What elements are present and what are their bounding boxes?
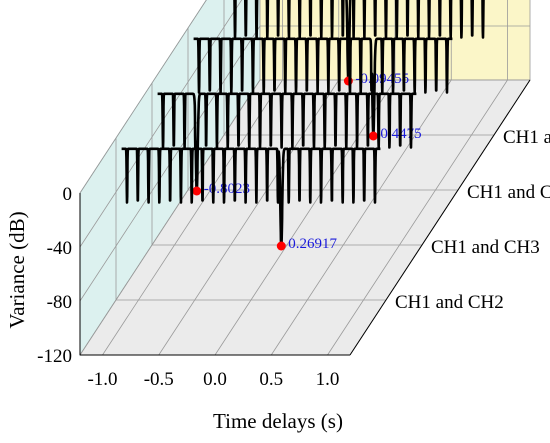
y-tick-label: 0: [63, 184, 73, 205]
peak-marker: [277, 242, 286, 251]
y-tick-label: -120: [37, 346, 72, 367]
peak-annotation: -0.8023: [204, 181, 250, 197]
y-tick-label: -80: [47, 292, 72, 313]
series-label: CH1 and CH4: [467, 182, 550, 203]
series-label: CH1 and CH2: [395, 292, 504, 313]
y-axis-label: Variance (dB): [5, 211, 29, 328]
x-tick-label: 1.0: [316, 369, 340, 390]
y-tick-label: -40: [47, 238, 72, 259]
series-label: CH1 and CH5: [503, 127, 550, 148]
x-tick-label: -1.0: [87, 369, 117, 390]
x-tick-label: 0.0: [203, 369, 227, 390]
peak-marker: [192, 187, 201, 196]
x-tick-label: -0.5: [144, 369, 174, 390]
series-label: CH1 and CH3: [431, 237, 540, 258]
peak-marker: [369, 132, 378, 141]
peak-annotation: 0.26917: [288, 236, 337, 252]
x-tick-label: 0.5: [259, 369, 283, 390]
x-axis-label: Time delays (s): [213, 409, 343, 433]
